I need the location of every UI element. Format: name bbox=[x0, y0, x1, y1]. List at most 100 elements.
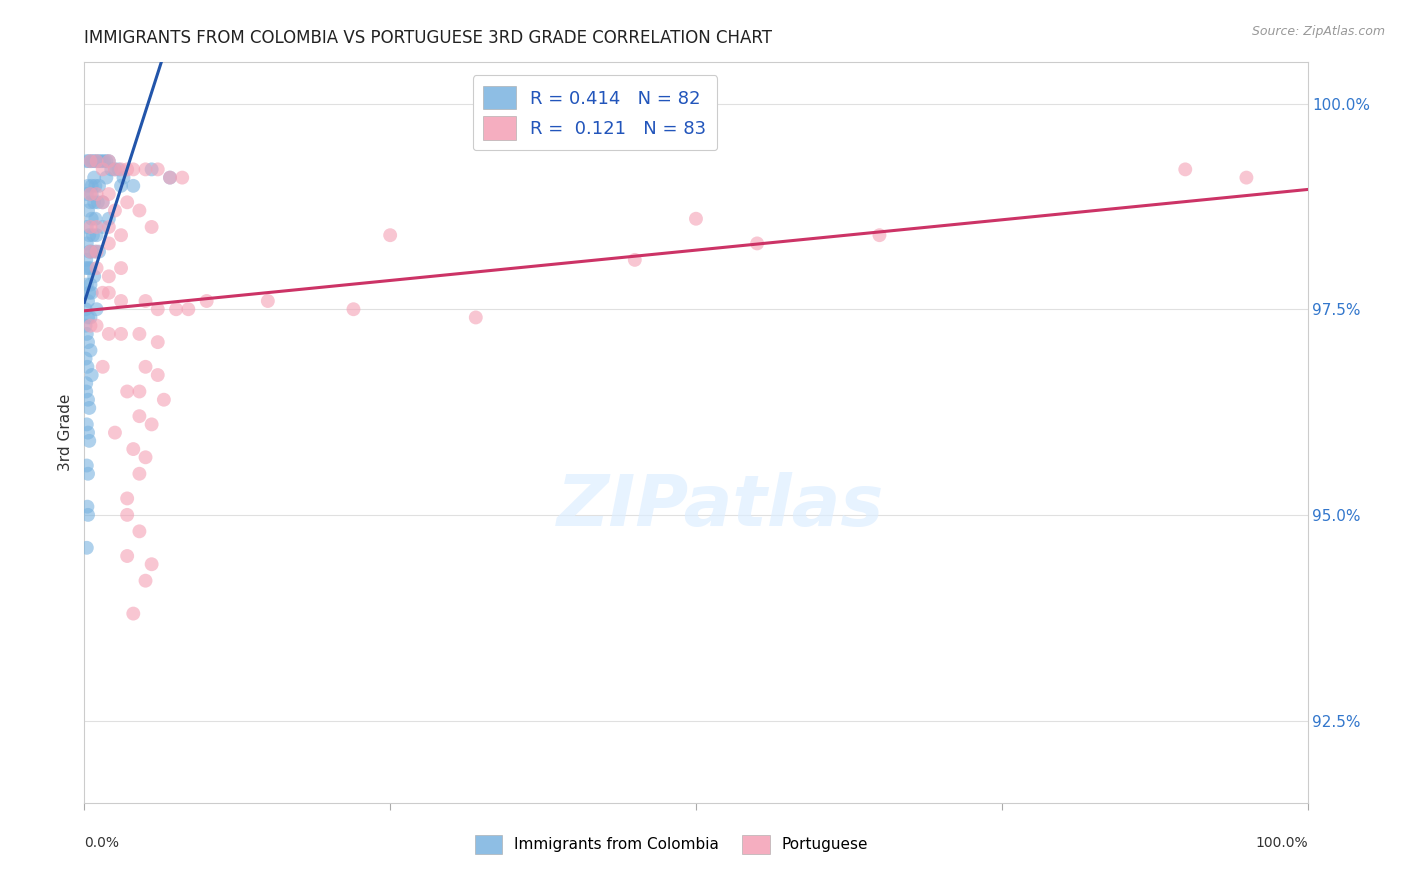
Point bbox=[128, 384, 150, 399]
Point bbox=[79, 154, 101, 169]
Point bbox=[128, 467, 150, 481]
Point bbox=[86, 154, 108, 169]
Point bbox=[76, 236, 98, 251]
Point bbox=[115, 508, 138, 522]
Point bbox=[87, 195, 110, 210]
Point bbox=[115, 195, 138, 210]
Point bbox=[159, 170, 181, 185]
Point bbox=[1174, 162, 1197, 177]
Point bbox=[79, 195, 101, 210]
Point bbox=[110, 326, 132, 341]
Point bbox=[122, 442, 145, 456]
Point bbox=[115, 384, 138, 399]
Point bbox=[84, 211, 107, 226]
Point bbox=[86, 228, 108, 243]
Point bbox=[115, 162, 138, 177]
Point bbox=[91, 219, 114, 234]
Point bbox=[83, 170, 105, 185]
Point bbox=[104, 162, 127, 177]
Point bbox=[91, 285, 114, 300]
Point bbox=[84, 244, 107, 259]
Point bbox=[141, 558, 163, 572]
Point bbox=[110, 293, 132, 308]
Point bbox=[110, 162, 132, 177]
Point bbox=[195, 293, 218, 308]
Point bbox=[80, 211, 103, 226]
Point bbox=[77, 244, 100, 259]
Point bbox=[380, 228, 402, 243]
Point bbox=[97, 211, 120, 226]
Point bbox=[1236, 170, 1258, 185]
Point bbox=[86, 219, 108, 234]
Point bbox=[110, 228, 132, 243]
Point bbox=[76, 359, 98, 374]
Text: ZIPatlas: ZIPatlas bbox=[557, 472, 884, 541]
Point bbox=[83, 269, 105, 284]
Point bbox=[97, 269, 120, 284]
Point bbox=[86, 187, 108, 202]
Point bbox=[96, 170, 118, 185]
Point bbox=[90, 154, 112, 169]
Point bbox=[87, 154, 110, 169]
Point bbox=[110, 261, 132, 276]
Point bbox=[77, 261, 100, 276]
Point bbox=[115, 549, 138, 563]
Point bbox=[80, 368, 103, 382]
Point bbox=[104, 425, 127, 440]
Point bbox=[146, 302, 169, 317]
Point bbox=[177, 302, 200, 317]
Point bbox=[128, 326, 150, 341]
Point bbox=[115, 491, 138, 506]
Point bbox=[80, 187, 103, 202]
Point bbox=[75, 302, 97, 317]
Point bbox=[97, 154, 120, 169]
Point bbox=[76, 219, 98, 234]
Point bbox=[93, 154, 115, 169]
Point bbox=[86, 261, 108, 276]
Point bbox=[77, 154, 100, 169]
Point bbox=[79, 244, 101, 259]
Point bbox=[76, 326, 98, 341]
Point bbox=[342, 302, 364, 317]
Point bbox=[75, 261, 97, 276]
Point bbox=[91, 359, 114, 374]
Point bbox=[97, 154, 120, 169]
Point bbox=[135, 293, 157, 308]
Point bbox=[122, 162, 145, 177]
Point bbox=[87, 178, 110, 193]
Point bbox=[141, 417, 163, 432]
Point bbox=[153, 392, 176, 407]
Point bbox=[135, 574, 157, 588]
Point bbox=[76, 277, 98, 292]
Point bbox=[146, 162, 169, 177]
Point bbox=[75, 384, 97, 399]
Point bbox=[77, 434, 100, 448]
Point bbox=[79, 187, 101, 202]
Point bbox=[91, 195, 114, 210]
Point bbox=[79, 219, 101, 234]
Point bbox=[77, 178, 100, 193]
Point bbox=[75, 318, 97, 333]
Text: 100.0%: 100.0% bbox=[1256, 836, 1308, 850]
Point bbox=[76, 154, 98, 169]
Point bbox=[77, 293, 100, 308]
Point bbox=[112, 170, 135, 185]
Point bbox=[135, 359, 157, 374]
Point bbox=[141, 219, 163, 234]
Point bbox=[77, 310, 100, 325]
Point bbox=[86, 318, 108, 333]
Point bbox=[107, 162, 129, 177]
Point bbox=[624, 252, 647, 267]
Legend: Immigrants from Colombia, Portuguese: Immigrants from Colombia, Portuguese bbox=[467, 827, 876, 862]
Point bbox=[122, 178, 145, 193]
Point bbox=[77, 425, 100, 440]
Point bbox=[80, 154, 103, 169]
Point bbox=[75, 351, 97, 366]
Y-axis label: 3rd Grade: 3rd Grade bbox=[58, 394, 73, 471]
Point bbox=[87, 244, 110, 259]
Point bbox=[77, 467, 100, 481]
Point bbox=[76, 500, 98, 514]
Point bbox=[97, 219, 120, 234]
Point bbox=[75, 252, 97, 267]
Point bbox=[100, 162, 122, 177]
